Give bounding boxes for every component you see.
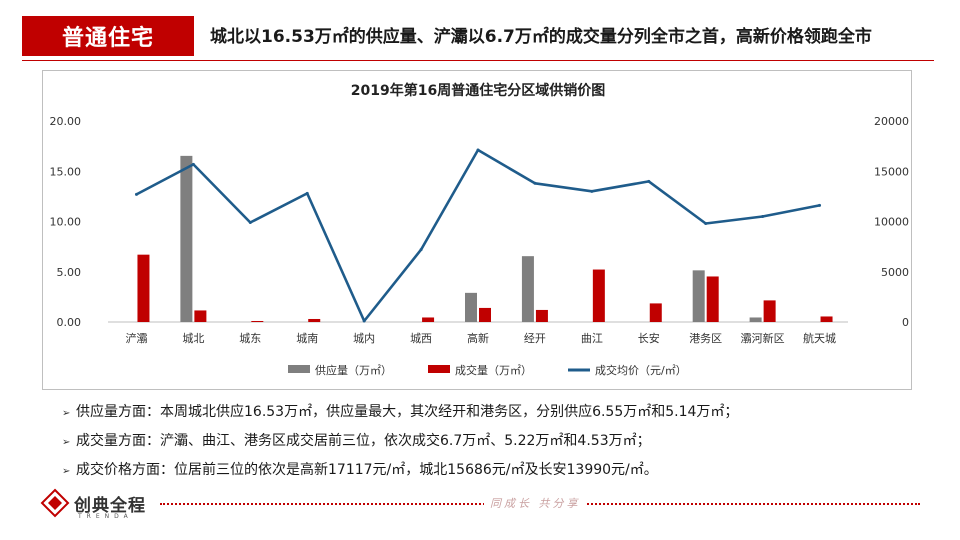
combo-chart: 2019年第16周普通住宅分区域供销价图 0.00 5.00 10.00 15.00 20… bbox=[50, 82, 910, 377]
legend-swatch bbox=[428, 365, 450, 373]
price-point bbox=[476, 148, 480, 152]
bar-volume bbox=[763, 300, 776, 322]
y-right-tick-label: 10000 bbox=[874, 216, 909, 229]
x-tick-label: 城内 bbox=[353, 331, 375, 345]
logo-subtext: TRENDA bbox=[78, 513, 133, 520]
y-right-tick-label: 20000 bbox=[874, 115, 909, 128]
x-tick-label: 经开 bbox=[524, 332, 546, 345]
x-tick-label: 高新 bbox=[467, 331, 489, 345]
price-point bbox=[704, 222, 708, 226]
x-tick-label: 城北 bbox=[182, 332, 204, 345]
price-point bbox=[818, 203, 822, 207]
summary-text: 供应量方面：本周城北供应16.53万㎡，供应量最大，其次经开和港务区，分别供应6… bbox=[76, 404, 739, 420]
x-tick-label: 灞河新区 bbox=[741, 331, 785, 345]
price-point bbox=[761, 214, 765, 218]
x-tick-label: 港务区 bbox=[689, 332, 722, 345]
bar-supply bbox=[465, 292, 477, 322]
x-tick-label: 航天城 bbox=[803, 331, 836, 345]
summary-item-price: ➢ 成交价格方面：位居前三位的依次是高新17117元/㎡，城北15686元/㎡及长… bbox=[62, 456, 922, 485]
x-tick-label: 城东 bbox=[239, 332, 261, 345]
logo-text: 创典全程 bbox=[74, 495, 146, 516]
bar-volume bbox=[706, 276, 719, 322]
footer-slogan: 同成长 共分享 bbox=[484, 495, 587, 511]
bar-supply bbox=[749, 317, 762, 322]
y-left-tick-label: 0.00 bbox=[57, 316, 82, 329]
bar-supply bbox=[180, 155, 193, 322]
price-point bbox=[305, 191, 309, 195]
y-right-tick-label: 5000 bbox=[881, 266, 909, 279]
summary-item-supply: ➢ 供应量方面：本周城北供应16.53万㎡，供应量最大，其次经开和港务区，分别供应… bbox=[62, 398, 922, 427]
summary-item-volume: ➢ 成交量方面：浐灞、曲江、港务区成交居前三位，依次成交6.7万㎡、5.22万㎡和… bbox=[62, 427, 922, 456]
section-tag: 普通住宅 bbox=[22, 16, 194, 56]
bar-volume bbox=[820, 316, 833, 322]
x-tick-label: 曲江 bbox=[581, 332, 603, 345]
bar-volume bbox=[137, 254, 150, 322]
bar-volume bbox=[194, 310, 207, 322]
y-left-tick-label: 15.00 bbox=[50, 165, 82, 178]
price-point bbox=[533, 181, 537, 185]
bullet-arrow-icon: ➢ bbox=[62, 437, 71, 448]
summary-text: 成交量方面：浐灞、曲江、港务区成交居前三位，依次成交6.7万㎡、5.22万㎡和4… bbox=[76, 433, 651, 449]
bar-supply bbox=[521, 256, 534, 322]
bar-volume bbox=[422, 317, 435, 322]
y-left-tick-label: 5.00 bbox=[57, 266, 82, 279]
y-left-tick-label: 10.00 bbox=[50, 216, 82, 229]
chart-title: 2019年第16周普通住宅分区域供销价图 bbox=[351, 82, 605, 99]
y-right-tick-label: 15000 bbox=[874, 165, 909, 178]
summary-list: ➢ 供应量方面：本周城北供应16.53万㎡，供应量最大，其次经开和港务区，分别供应… bbox=[62, 398, 922, 485]
price-point bbox=[590, 189, 594, 193]
bar-volume bbox=[308, 318, 321, 322]
price-point bbox=[248, 221, 252, 225]
y-right-tick-label: 0 bbox=[902, 316, 909, 329]
legend-label: 成交量（万㎡） bbox=[455, 363, 532, 377]
legend-swatch bbox=[288, 365, 310, 373]
bar-volume bbox=[251, 320, 264, 322]
x-tick-label: 长安 bbox=[638, 331, 660, 345]
bar-volume bbox=[535, 309, 548, 322]
legend-label: 成交均价（元/㎡） bbox=[595, 363, 687, 377]
company-logo: 创典全程 TRENDA bbox=[40, 488, 146, 520]
price-point bbox=[647, 179, 651, 183]
y-left-tick-label: 20.00 bbox=[50, 115, 82, 128]
price-point bbox=[134, 192, 138, 196]
bullet-arrow-icon: ➢ bbox=[62, 408, 71, 419]
legend-label: 供应量（万㎡） bbox=[315, 363, 392, 377]
page-headline: 城北以16.53万㎡的供应量、浐灞以6.7万㎡的成交量分列全市之首，高新价格领跑… bbox=[210, 27, 872, 47]
logo-mark-icon bbox=[40, 488, 70, 518]
summary-text: 成交价格方面：位居前三位的依次是高新17117元/㎡，城北15686元/㎡及长安… bbox=[76, 462, 658, 478]
x-tick-label: 城西 bbox=[410, 332, 432, 345]
bar-volume bbox=[592, 269, 605, 322]
x-tick-label: 浐灞 bbox=[125, 332, 147, 345]
x-tick-label: 城南 bbox=[296, 332, 318, 345]
price-point bbox=[362, 319, 366, 323]
bar-supply bbox=[692, 270, 705, 322]
header-divider bbox=[22, 60, 934, 61]
bar-volume bbox=[479, 307, 491, 322]
price-point bbox=[191, 162, 195, 166]
price-point bbox=[419, 248, 423, 252]
bullet-arrow-icon: ➢ bbox=[62, 466, 71, 477]
chart-container: 2019年第16周普通住宅分区域供销价图 0.00 5.00 10.00 15.00 20… bbox=[42, 70, 912, 390]
bar-volume bbox=[649, 303, 662, 322]
